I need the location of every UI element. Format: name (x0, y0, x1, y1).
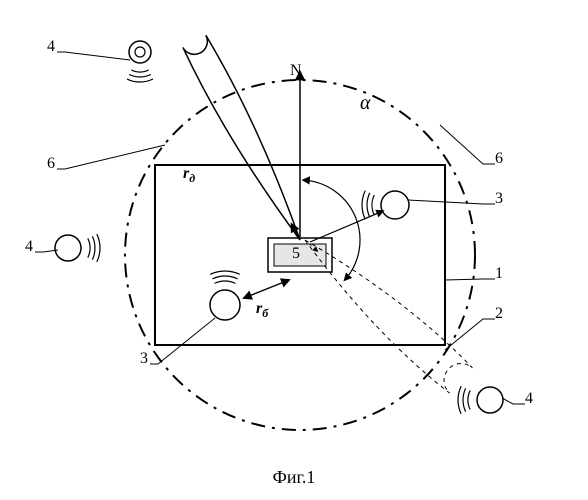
callout-3a: 3 (495, 190, 503, 208)
callout-5: 5 (292, 245, 300, 263)
obj-4c-wave3 (458, 386, 461, 414)
callout-4a: 4 (47, 38, 55, 56)
beam-right (305, 240, 472, 393)
callout-3b: 3 (140, 350, 148, 368)
callout-6a: 6 (47, 155, 55, 173)
line-to-3 (310, 211, 383, 242)
obj-3a-wave3 (362, 191, 365, 220)
obj-3b (210, 290, 240, 320)
obj-4a-wave1 (131, 70, 148, 72)
lead-6b (440, 125, 495, 164)
callout-4c: 4 (525, 390, 533, 408)
figure-caption: Фиг.1 (0, 467, 588, 488)
obj-4b (55, 235, 81, 261)
obj-3b-wave3 (210, 271, 240, 274)
lead-3a (408, 200, 495, 204)
obj-4a-wave3 (127, 79, 153, 82)
obj-4c-wave2 (463, 388, 466, 411)
callout-1: 1 (495, 265, 503, 283)
obj-4b-wave3 (97, 234, 100, 262)
obj-4c (477, 387, 503, 413)
obj-3a-wave2 (367, 193, 370, 217)
obj-3a-wave1 (372, 195, 374, 215)
lead-2 (445, 319, 495, 350)
lead-1 (445, 279, 495, 280)
obj-4c-wave1 (468, 390, 470, 409)
lead-3b (150, 318, 215, 364)
obj-3b-wave2 (212, 276, 237, 279)
r-b-label: rб (256, 300, 268, 321)
lead-4a (57, 52, 130, 60)
obj-4a (129, 41, 151, 63)
callout-6b: 6 (495, 150, 503, 168)
obj-3a (381, 191, 409, 219)
lead-4c (502, 398, 525, 404)
center-box-inner (274, 244, 326, 266)
obj-4b-wave1 (88, 238, 90, 257)
callout-2: 2 (495, 305, 503, 323)
obj-3b-wave1 (215, 281, 236, 283)
beam-left (183, 35, 300, 240)
obj-4a-wave2 (129, 75, 151, 77)
obj-4b-wave2 (92, 236, 95, 259)
obj-4a-inner (135, 47, 145, 57)
callout-4b: 4 (25, 238, 33, 256)
alpha-label: α (360, 92, 371, 115)
lead-4b (35, 250, 58, 252)
north-label: N (290, 62, 302, 80)
r-d-label: rд (183, 165, 195, 186)
rb-arrow (244, 280, 289, 298)
